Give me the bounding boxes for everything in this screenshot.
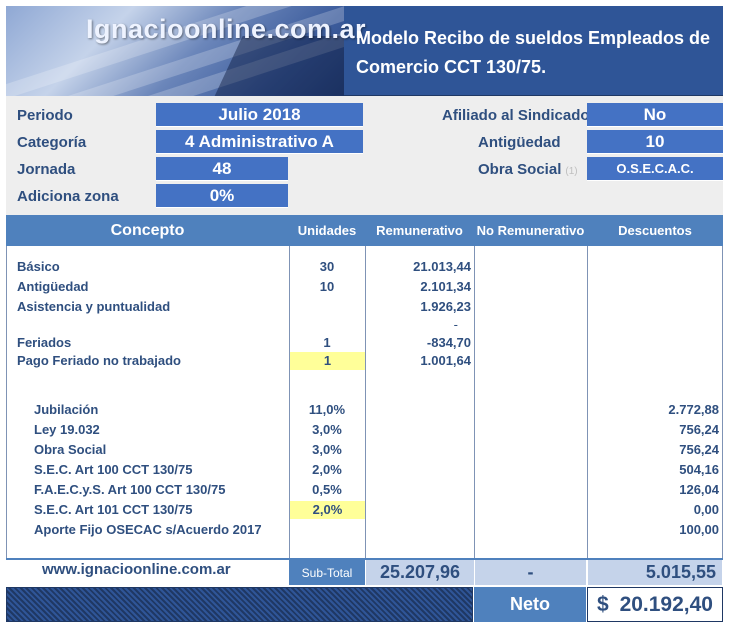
- row-unidades-input[interactable]: 1: [290, 352, 365, 370]
- subtotal-label: Sub-Total: [289, 560, 365, 585]
- title-line-2: Comercio CCT 130/75.: [356, 57, 547, 77]
- row-concepto: Feriados: [17, 335, 72, 350]
- row-concepto: Aporte Fijo OSECAC s/Acuerdo 2017: [34, 522, 262, 537]
- afiliado-field[interactable]: No: [587, 103, 723, 127]
- row-unidades: 2,0%: [312, 462, 342, 477]
- neto-total: $ 20.192,40: [587, 587, 723, 622]
- row-unidades: 30: [319, 259, 335, 274]
- row-remunerativo: 1.001,64: [420, 353, 471, 368]
- column-header-unidades: Unidades: [297, 223, 357, 238]
- jornada-field[interactable]: 48: [156, 157, 288, 181]
- column-divider: [289, 246, 290, 558]
- periodo-field[interactable]: Julio 2018: [156, 103, 363, 127]
- site-title: Ignacioonline.com.ar: [86, 14, 367, 44]
- subtotal-remunerativo: 25.207,96: [366, 560, 474, 585]
- footnote-marker: (1): [565, 166, 578, 177]
- row-concepto: Antigüedad: [17, 279, 89, 294]
- antiguedad-label: Antigüedad: [478, 134, 561, 151]
- row-remunerativo: -: [453, 317, 458, 332]
- afiliado-label: Afiliado al Sindicado: [442, 107, 590, 124]
- neto-amount: 20.192,40: [619, 593, 713, 616]
- table-border-right: [722, 246, 723, 558]
- header-banner: Ignacioonline.com.ar Modelo Recibo de su…: [6, 6, 723, 96]
- row-concepto: Jubilación: [34, 402, 99, 417]
- row-descuentos: 126,04: [679, 482, 719, 497]
- column-divider: [365, 246, 366, 558]
- row-unidades: 11,0%: [308, 402, 346, 417]
- column-header-remunerativo: Remunerativo: [376, 223, 463, 238]
- row-unidades: 10: [319, 279, 335, 294]
- row-remunerativo: 2.101,34: [420, 279, 471, 294]
- obra-social-field[interactable]: O.S.E.C.A.C.: [587, 157, 723, 181]
- title-line-1: Modelo Recibo de sueldos Empleados de: [356, 28, 711, 48]
- neto-label: Neto: [474, 587, 586, 622]
- site-link[interactable]: www.ignacioonline.com.ar: [42, 561, 231, 578]
- column-header-descuentos: Descuentos: [618, 223, 692, 238]
- row-descuentos: 0,00: [693, 502, 719, 517]
- row-unidades: 3,0%: [312, 442, 342, 457]
- row-descuentos: 2.772,88: [668, 402, 719, 417]
- row-concepto: Asistencia y puntualidad: [17, 299, 171, 314]
- row-unidades: 0,5%: [312, 482, 342, 497]
- row-descuentos: 504,16: [679, 462, 719, 477]
- row-descuentos: 756,24: [679, 422, 719, 437]
- row-concepto: F.A.E.C.y.S. Art 100 CCT 130/75: [34, 482, 226, 497]
- subtotal-descuentos: 5.015,55: [588, 560, 722, 585]
- row-remunerativo: -834,70: [426, 335, 471, 350]
- row-descuentos: 756,24: [679, 442, 719, 457]
- row-concepto: Pago Feriado no trabajado: [17, 353, 181, 368]
- row-concepto: S.E.C. Art 100 CCT 130/75: [34, 462, 193, 477]
- column-header-concepto: Concepto: [110, 222, 185, 239]
- categoria-label: Categoría: [17, 134, 87, 151]
- categoria-field[interactable]: 4 Administrativo A: [156, 130, 363, 154]
- obra-social-label: Obra Social (1): [478, 161, 578, 178]
- row-unidades: 1: [323, 335, 331, 350]
- row-remunerativo: 21.013,44: [413, 259, 471, 274]
- column-header-no-remunerativo: No Remunerativo: [476, 223, 585, 238]
- subtotal-no-remunerativo: -: [475, 560, 586, 585]
- currency-symbol: $: [597, 593, 609, 616]
- page-title: Modelo Recibo de sueldos Empleados de Co…: [356, 24, 716, 82]
- table-border-left: [6, 246, 7, 558]
- row-remunerativo: 1.926,23: [420, 299, 471, 314]
- adiciona-zona-field[interactable]: 0%: [156, 184, 288, 208]
- row-unidades: 3,0%: [312, 422, 342, 437]
- header-photo: [6, 6, 344, 96]
- antiguedad-field[interactable]: 10: [587, 130, 723, 154]
- row-concepto: Obra Social: [34, 442, 107, 457]
- neto-decorative-band: [6, 587, 473, 622]
- periodo-label: Periodo: [17, 107, 73, 124]
- row-concepto: S.E.C. Art 101 CCT 130/75: [34, 502, 193, 517]
- adiciona-zona-label: Adiciona zona: [17, 188, 119, 205]
- jornada-label: Jornada: [17, 161, 76, 178]
- row-concepto: Ley 19.032: [34, 422, 100, 437]
- row-descuentos: 100,00: [679, 522, 719, 537]
- row-unidades-input[interactable]: 2,0%: [290, 501, 365, 519]
- column-divider: [474, 246, 475, 558]
- row-concepto: Básico: [17, 259, 60, 274]
- column-divider: [587, 246, 588, 558]
- table-header: Concepto Unidades Remunerativo No Remune…: [6, 215, 723, 246]
